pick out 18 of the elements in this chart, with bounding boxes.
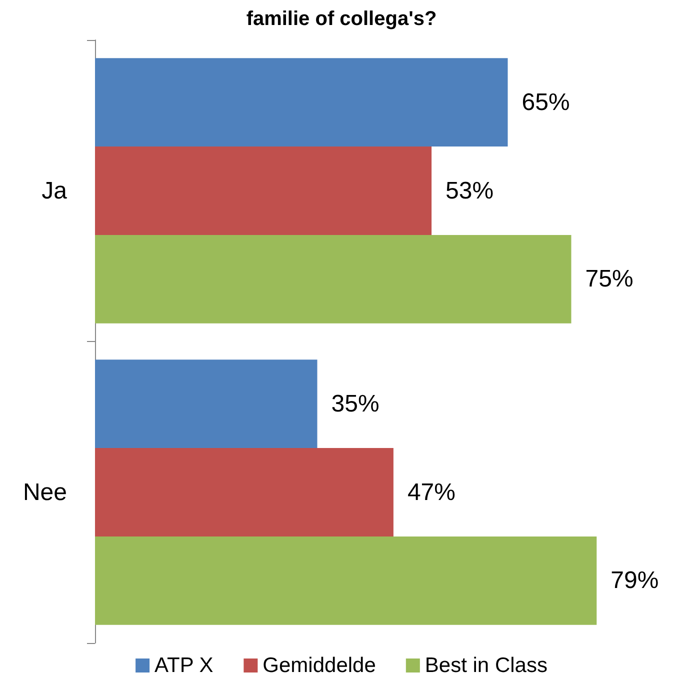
data-label: 65% <box>522 88 570 116</box>
bar <box>95 146 432 235</box>
legend-label: ATP X <box>154 654 214 677</box>
legend-label: Best in Class <box>424 654 548 677</box>
chart-title: familie of collega's? <box>246 8 437 30</box>
y-tick-label: Nee <box>22 478 67 506</box>
bar <box>95 58 508 147</box>
data-label: 79% <box>610 567 659 594</box>
legend-label: Gemiddelde <box>262 654 376 677</box>
data-label: 47% <box>407 478 456 506</box>
bar <box>95 448 394 536</box>
data-label: 75% <box>585 266 634 293</box>
data-label: 53% <box>446 177 494 204</box>
bar <box>95 360 318 448</box>
bar <box>95 536 597 625</box>
y-tick-label: Ja <box>42 177 68 204</box>
bar <box>95 234 572 324</box>
data-label: 35% <box>331 390 380 418</box>
